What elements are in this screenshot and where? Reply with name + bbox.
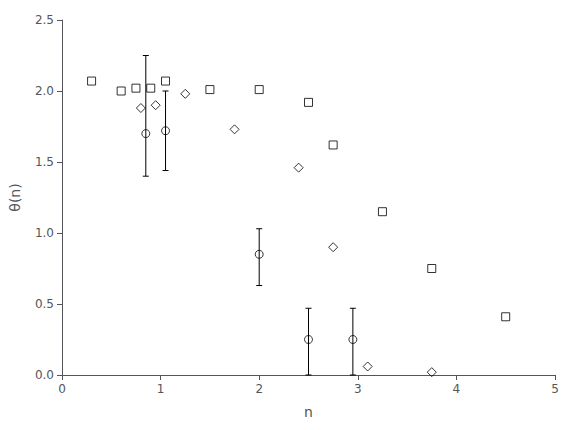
svg-text:0.5: 0.5 xyxy=(35,297,54,311)
svg-text:0: 0 xyxy=(58,382,66,396)
svg-text:θ(n): θ(n) xyxy=(7,183,23,211)
svg-text:2.5: 2.5 xyxy=(35,13,54,27)
svg-text:n: n xyxy=(304,404,313,420)
svg-text:3: 3 xyxy=(354,382,362,396)
svg-text:5: 5 xyxy=(551,382,559,396)
svg-text:4: 4 xyxy=(453,382,461,396)
svg-text:2.0: 2.0 xyxy=(35,84,54,98)
svg-text:0.0: 0.0 xyxy=(35,368,54,382)
svg-text:1.0: 1.0 xyxy=(35,226,54,240)
svg-text:1: 1 xyxy=(157,382,165,396)
svg-text:2: 2 xyxy=(255,382,263,396)
svg-text:1.5: 1.5 xyxy=(35,155,54,169)
